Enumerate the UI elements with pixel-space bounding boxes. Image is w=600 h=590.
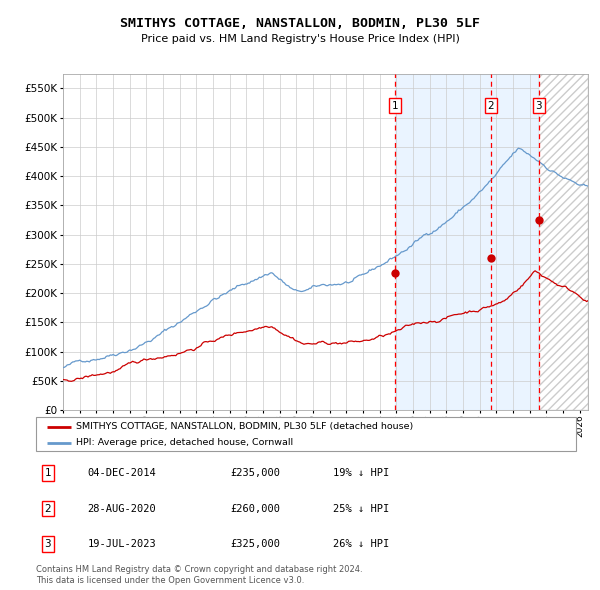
Text: £325,000: £325,000	[230, 539, 280, 549]
Text: SMITHYS COTTAGE, NANSTALLON, BODMIN, PL30 5LF: SMITHYS COTTAGE, NANSTALLON, BODMIN, PL3…	[120, 17, 480, 30]
Bar	[395, 74, 539, 410]
Text: 19-JUL-2023: 19-JUL-2023	[88, 539, 156, 549]
Text: 25% ↓ HPI: 25% ↓ HPI	[333, 504, 389, 513]
Text: HPI: Average price, detached house, Cornwall: HPI: Average price, detached house, Corn…	[77, 438, 293, 447]
FancyBboxPatch shape	[36, 417, 576, 451]
Text: £235,000: £235,000	[230, 468, 280, 478]
Text: 2: 2	[487, 101, 494, 111]
Text: 2: 2	[44, 504, 51, 513]
Text: Price paid vs. HM Land Registry's House Price Index (HPI): Price paid vs. HM Land Registry's House …	[140, 34, 460, 44]
Text: Contains HM Land Registry data © Crown copyright and database right 2024.
This d: Contains HM Land Registry data © Crown c…	[36, 565, 362, 585]
Text: 04-DEC-2014: 04-DEC-2014	[88, 468, 156, 478]
Text: 3: 3	[44, 539, 51, 549]
Text: 26% ↓ HPI: 26% ↓ HPI	[333, 539, 389, 549]
Text: £260,000: £260,000	[230, 504, 280, 513]
Text: 1: 1	[44, 468, 51, 478]
Text: 1: 1	[392, 101, 398, 111]
Text: 19% ↓ HPI: 19% ↓ HPI	[333, 468, 389, 478]
Text: 3: 3	[535, 101, 542, 111]
Text: SMITHYS COTTAGE, NANSTALLON, BODMIN, PL30 5LF (detached house): SMITHYS COTTAGE, NANSTALLON, BODMIN, PL3…	[77, 422, 414, 431]
Text: 28-AUG-2020: 28-AUG-2020	[88, 504, 156, 513]
